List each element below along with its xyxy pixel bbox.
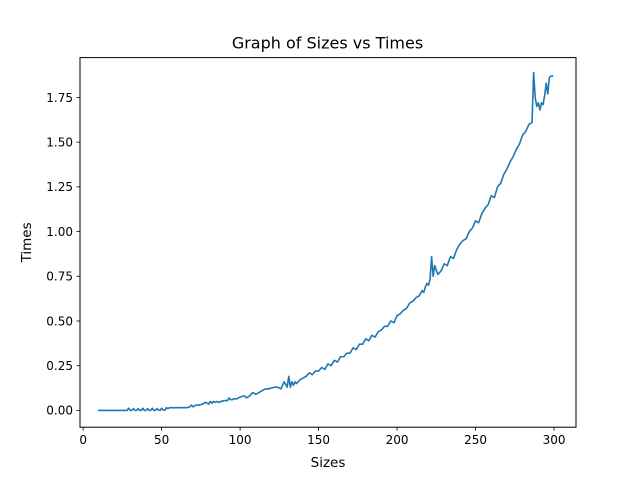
- x-tick-label: 0: [79, 433, 87, 447]
- y-tick-label: 1.50: [46, 135, 73, 149]
- plot-area: [98, 71, 554, 412]
- y-tick-label: 0.25: [46, 359, 73, 373]
- x-tick-label: 250: [464, 433, 487, 447]
- y-tick-label: 1.25: [46, 180, 73, 194]
- x-axis-label: Sizes: [311, 455, 346, 471]
- x-tick-label: 100: [229, 433, 252, 447]
- x-tick-label: 300: [543, 433, 566, 447]
- y-tick-label: 0.75: [46, 270, 73, 284]
- y-tick-label: 1.75: [46, 91, 73, 105]
- y-tick-label: 0.00: [46, 404, 73, 418]
- y-axis-label: Times: [19, 222, 35, 263]
- axes-frame: [79, 57, 577, 428]
- x-tick-label: 50: [154, 433, 169, 447]
- chart-title: Graph of Sizes vs Times: [232, 34, 423, 53]
- x-axis-ticks: 0 50 100 150 200 250 300: [79, 427, 565, 447]
- x-tick-label: 150: [307, 433, 330, 447]
- x-tick-label: 200: [386, 433, 409, 447]
- series-line-0: [98, 71, 554, 412]
- y-tick-label: 0.50: [46, 314, 73, 328]
- y-axis-ticks: 0.00 0.25 0.50 0.75 1.00 1.25 1.50 1.75: [46, 91, 80, 418]
- y-tick-label: 1.00: [46, 225, 73, 239]
